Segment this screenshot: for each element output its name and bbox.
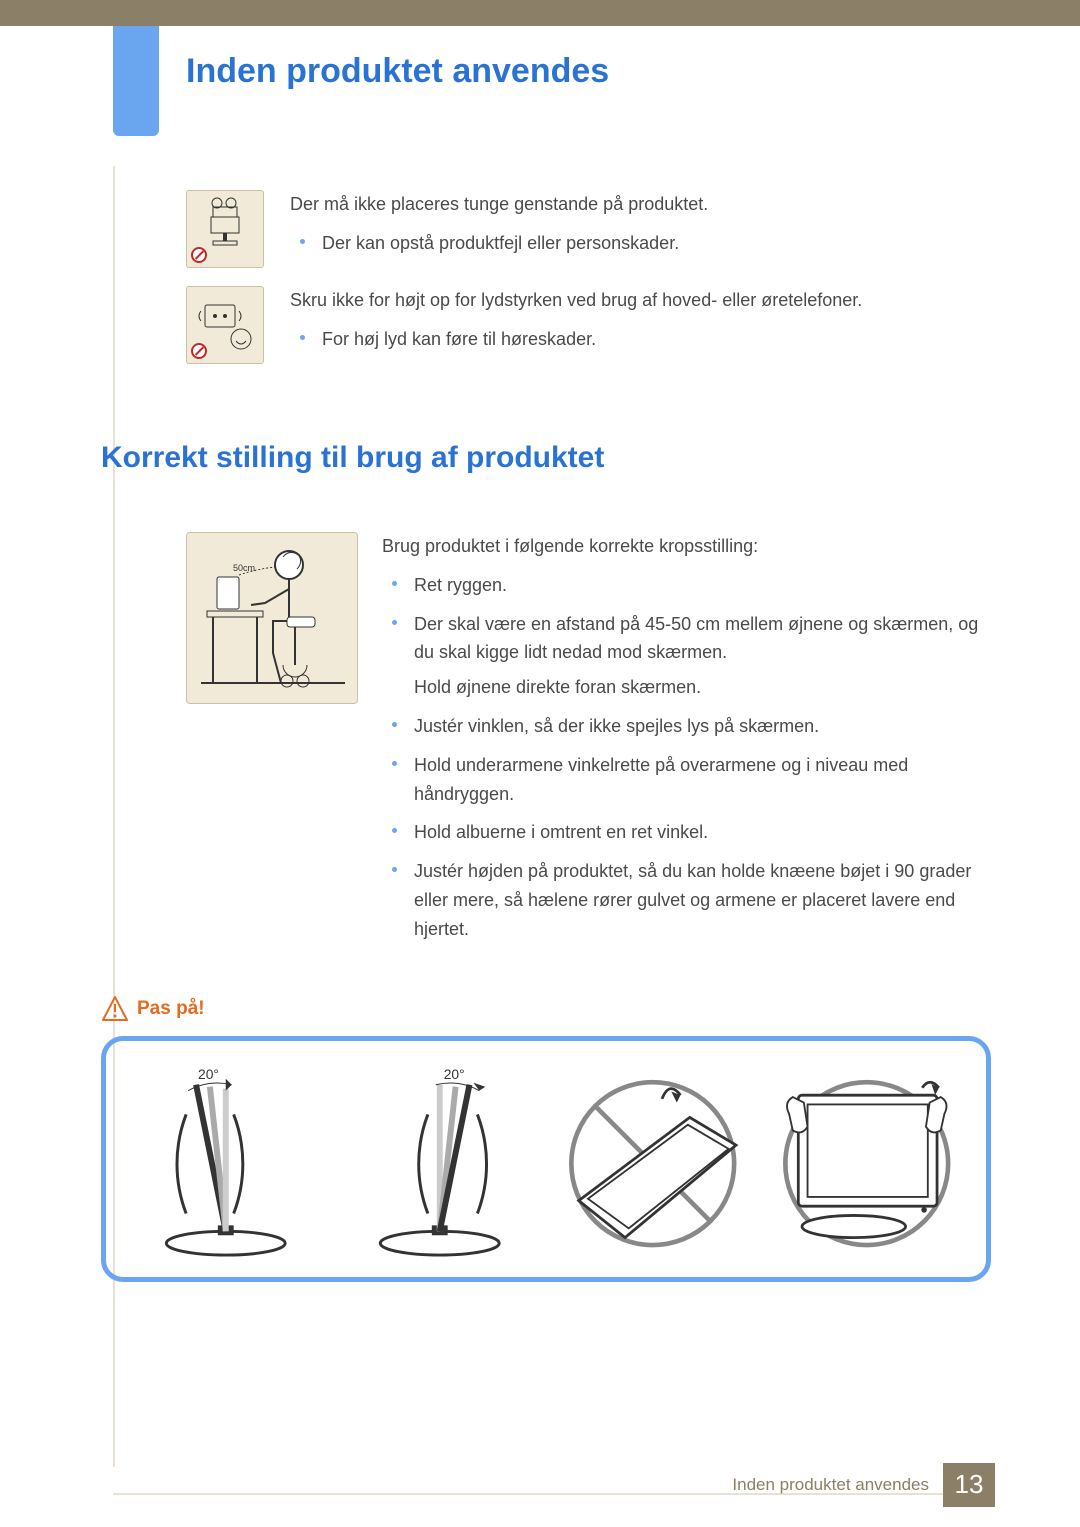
posture-lead: Brug produktet i følgende korrekte krops…: [382, 532, 990, 561]
caution-frame: 20° 20°: [101, 1036, 991, 1282]
posture-bullet-2: Der skal være en afstand på 45-50 cm mel…: [414, 610, 990, 702]
header-bar: [0, 0, 1080, 26]
posture-row: 50cm Brug produktet i følgende korrekte …: [186, 532, 990, 954]
lay-flat-prohibited-icon: [551, 1055, 755, 1263]
footer-chapter-label: Inden produktet anvendes: [732, 1471, 929, 1498]
content-area: Der må ikke placeres tunge genstande på …: [186, 190, 990, 1282]
caution-label: Pas på!: [137, 994, 205, 1024]
svg-text:20°: 20°: [198, 1066, 219, 1082]
posture-bullet-6: Justér højden på produktet, så du kan ho…: [414, 857, 990, 943]
posture-bullet-2-sub: Hold øjnene direkte foran skærmen.: [414, 673, 990, 702]
warning-2-lead: Skru ikke for højt op for lydstyrken ved…: [290, 286, 990, 315]
chapter-tab: [113, 26, 159, 136]
prohibit-icon: [191, 247, 207, 263]
warning-1-lead: Der må ikke placeres tunge genstande på …: [290, 190, 990, 219]
headphones-volume-icon: [186, 286, 264, 364]
heavy-objects-icon: [186, 190, 264, 268]
caution-triangle-icon: [101, 995, 129, 1023]
section-heading: Korrekt stilling til brug af produktet: [101, 434, 990, 482]
posture-bullet-5: Hold albuerne i omtrent en ret vinkel.: [414, 818, 990, 847]
caution-section: Pas på! 20°: [101, 994, 990, 1282]
sitting-posture-icon: 50cm: [186, 532, 358, 704]
posture-bullet-2-text: Der skal være en afstand på 45-50 cm mel…: [414, 614, 978, 663]
warning-row-1: Der må ikke placeres tunge genstande på …: [186, 190, 990, 268]
hold-edges-icon: [765, 1055, 969, 1263]
footer: Inden produktet anvendes 13: [732, 1463, 995, 1507]
page-title: Inden produktet anvendes: [186, 44, 609, 98]
posture-bullet-4: Hold underarmene vinkelrette på overarme…: [414, 751, 990, 809]
page-number: 13: [943, 1463, 995, 1507]
warning-thumb-2: [186, 286, 264, 364]
prohibit-icon: [191, 343, 207, 359]
tilt-back-icon: 20°: [338, 1055, 542, 1263]
warning-thumb-1: [186, 190, 264, 268]
svg-text:20°: 20°: [443, 1066, 464, 1082]
tilt-forward-icon: 20°: [124, 1055, 328, 1263]
posture-bullet-1: Ret ryggen.: [414, 571, 990, 600]
warning-1-bullet: Der kan opstå produktfejl eller personsk…: [322, 229, 990, 258]
posture-bullet-3: Justér vinklen, så der ikke spejles lys …: [414, 712, 990, 741]
warning-row-2: Skru ikke for højt op for lydstyrken ved…: [186, 286, 990, 364]
warning-2-bullet: For høj lyd kan føre til høreskader.: [322, 325, 990, 354]
